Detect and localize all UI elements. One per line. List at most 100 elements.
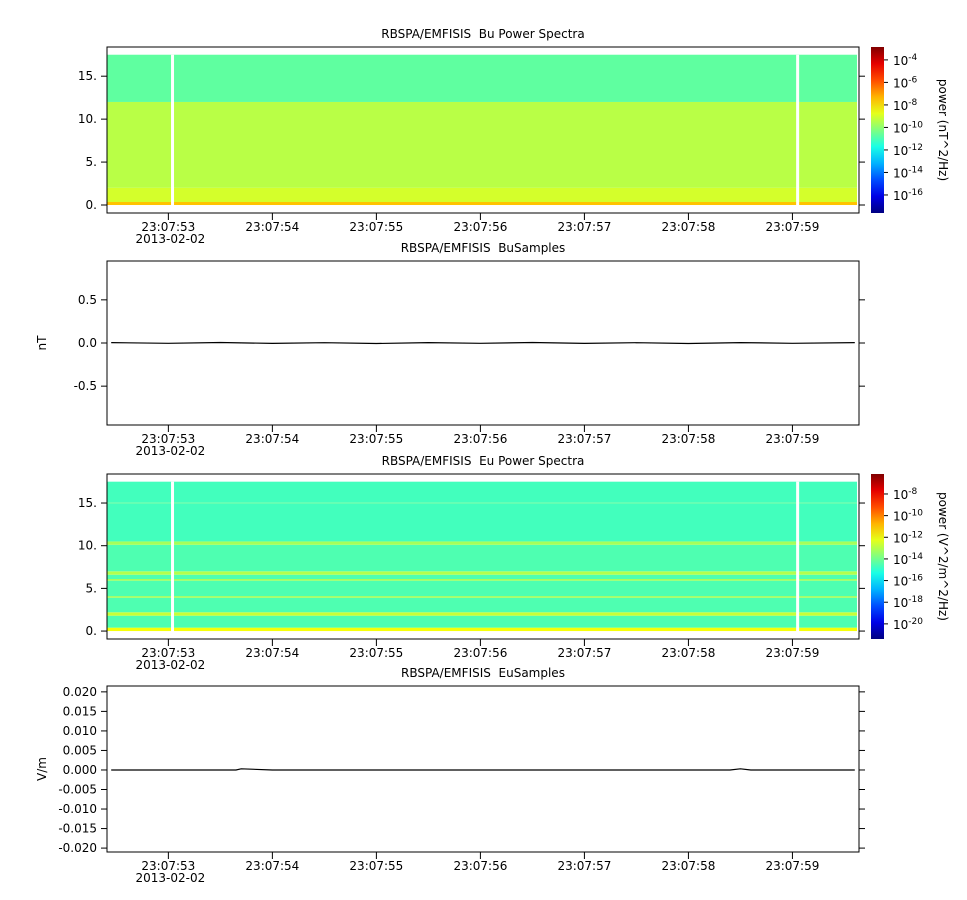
colorbar-tick-base: 10 [893, 99, 908, 113]
data-gap [171, 481, 175, 633]
x-tick-label: 23:07:54 [245, 859, 299, 873]
colorbar-tick-base: 10 [893, 553, 908, 567]
panel-title: RBSPA/EMFISIS Bu Power Spectra [381, 27, 584, 41]
colorbar-tick-base: 10 [893, 575, 908, 589]
colorbar-tick-base: 10 [893, 531, 908, 545]
colorbar-label: power (nT^2/Hz) [936, 79, 950, 181]
x-tick-label: 23:07:56 [453, 220, 507, 234]
x-tick-label: 23:07:57 [557, 432, 611, 446]
colorbar-tick-base: 10 [893, 144, 908, 158]
x-tick-label: 23:07:56 [453, 859, 507, 873]
x-tick-label: 23:07:53 [141, 646, 195, 660]
x-tick-label: 23:07:55 [349, 646, 403, 660]
colorbar-tick-exponent: -10 [908, 509, 923, 519]
data-gap [796, 54, 800, 207]
y-tick-label: -0.010 [58, 802, 97, 816]
colorbar-tick-label: 10-4 [893, 53, 918, 68]
x-tick-label: 23:07:55 [349, 432, 403, 446]
x-tick-label: 23:07:59 [765, 220, 819, 234]
y-tick-label: -0.020 [58, 841, 97, 855]
spectrogram-band [107, 615, 857, 628]
colorbar-tick-label: 10-16 [893, 188, 923, 203]
y-tick-label: 0.000 [63, 763, 97, 777]
spectrogram-band [107, 101, 857, 188]
colorbar-tick-exponent: -6 [908, 75, 917, 85]
x-tick-label: 23:07:54 [245, 220, 299, 234]
colorbar-tick-label: 10-20 [893, 617, 923, 632]
panel-title: RBSPA/EMFISIS BuSamples [401, 241, 566, 255]
x-tick-label: 23:07:54 [245, 432, 299, 446]
spectrogram-band [107, 503, 857, 542]
spectrogram-band [107, 202, 857, 206]
colorbar-tick-label: 10-16 [893, 574, 923, 589]
colorbar-tick-label: 10-14 [893, 165, 923, 180]
colorbar-tick-base: 10 [893, 166, 908, 180]
colorbar-tick-exponent: -8 [908, 487, 917, 497]
y-tick-label: -0.5 [74, 379, 97, 393]
x-tick-label: 23:07:58 [661, 220, 715, 234]
colorbar-tick-exponent: -18 [908, 595, 923, 605]
x-tick-label: 23:07:58 [661, 432, 715, 446]
y-tick-label: 0.0 [78, 336, 97, 350]
spectrogram-band [107, 502, 857, 504]
date-label: 2013-02-02 [135, 658, 205, 672]
plot-frame [106, 473, 860, 640]
colorbar-tick-exponent: -16 [908, 188, 923, 198]
data-line [111, 768, 855, 771]
spectrogram-band [107, 541, 857, 545]
colorbar-tick-label: 10-10 [893, 120, 923, 135]
date-label: 2013-02-02 [135, 232, 205, 246]
colorbar-tick-exponent: -12 [908, 143, 923, 153]
data-line [111, 341, 855, 345]
colorbar-tick-exponent: -4 [908, 53, 917, 63]
y-tick-label: 5. [86, 155, 97, 169]
y-axis-label: V/m [35, 757, 49, 781]
x-tick-label: 23:07:53 [141, 220, 195, 234]
colorbar-tick-label: 10-10 [893, 509, 923, 524]
x-tick-label: 23:07:53 [141, 432, 195, 446]
colorbar-tick-label: 10-18 [893, 595, 923, 610]
x-tick-label: 23:07:56 [453, 646, 507, 660]
plot-frame [106, 685, 860, 853]
plot-frame [106, 46, 860, 214]
colorbar-tick-label: 10-8 [893, 487, 918, 502]
spectrogram-band [107, 597, 857, 613]
colorbar-tick-base: 10 [893, 510, 908, 524]
spectrogram-band [107, 580, 857, 597]
date-label: 2013-02-02 [135, 871, 205, 885]
y-tick-label: 5. [86, 581, 97, 595]
colorbar-tick-exponent: -12 [908, 530, 923, 540]
colorbar-tick-base: 10 [893, 488, 908, 502]
panel-title: RBSPA/EMFISIS EuSamples [401, 666, 565, 680]
spectrogram-band [107, 187, 857, 203]
y-tick-label: 0.020 [63, 685, 97, 699]
x-tick-label: 23:07:56 [453, 432, 507, 446]
colorbar-tick-exponent: -10 [908, 120, 923, 130]
x-tick-label: 23:07:58 [661, 646, 715, 660]
x-tick-label: 23:07:59 [765, 859, 819, 873]
colorbar-tick-exponent: -14 [908, 165, 923, 175]
colorbar-label: power (V^2/m^2/Hz) [936, 492, 950, 621]
colorbar-tick-label: 10-6 [893, 75, 918, 90]
colorbar-tick-base: 10 [893, 189, 908, 203]
y-tick-label: 10. [78, 112, 97, 126]
y-tick-label: 0. [86, 624, 97, 638]
y-tick-label: 0. [86, 198, 97, 212]
y-tick-label: -0.005 [58, 783, 97, 797]
colorbar [871, 47, 884, 213]
y-tick-label: -0.015 [58, 822, 97, 836]
spectrogram-band [107, 596, 857, 598]
colorbar-tick-exponent: -20 [908, 617, 923, 627]
colorbar-tick-exponent: -16 [908, 574, 923, 584]
colorbar-tick-base: 10 [893, 54, 908, 68]
colorbar-tick-base: 10 [893, 121, 908, 135]
colorbar-tick-label: 10-8 [893, 98, 918, 113]
x-tick-label: 23:07:54 [245, 646, 299, 660]
colorbar-tick-exponent: -8 [908, 98, 917, 108]
y-tick-label: 0.015 [63, 704, 97, 718]
spectrogram-band [107, 627, 857, 632]
colorbar-tick-label: 10-12 [893, 530, 923, 545]
y-axis-label: nT [35, 335, 49, 351]
x-tick-label: 23:07:57 [557, 646, 611, 660]
spectrogram-band [107, 481, 857, 503]
